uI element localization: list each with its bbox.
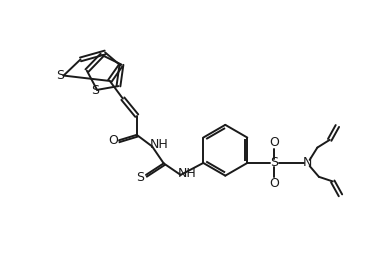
Text: O: O: [269, 136, 279, 149]
Text: O: O: [108, 134, 118, 147]
Text: S: S: [56, 69, 64, 82]
Text: S: S: [136, 171, 145, 184]
Text: NH: NH: [150, 138, 168, 151]
Text: O: O: [269, 177, 279, 190]
Text: N: N: [303, 157, 312, 169]
Text: S: S: [270, 157, 278, 169]
Text: S: S: [91, 84, 99, 97]
Text: NH: NH: [178, 167, 197, 180]
